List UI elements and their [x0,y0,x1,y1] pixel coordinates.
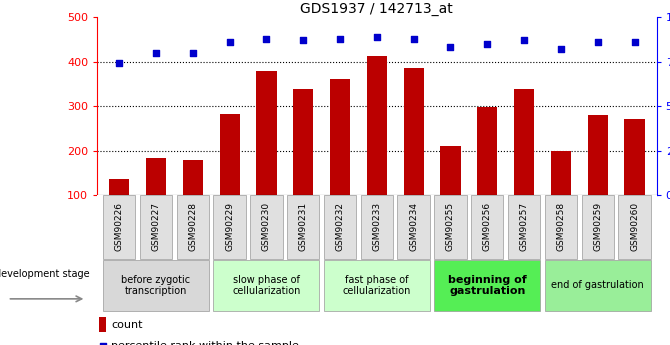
Bar [545,195,577,259]
Text: before zygotic
transcription: before zygotic transcription [121,275,190,296]
Bar [588,115,608,239]
Bar [330,79,350,239]
Text: end of gastrulation: end of gastrulation [551,280,644,290]
Bar [477,107,497,239]
Text: GSM90231: GSM90231 [299,202,308,252]
Text: GSM90256: GSM90256 [483,202,492,252]
Bar [440,146,460,239]
Bar [293,89,314,239]
Point [224,39,235,45]
Bar [324,260,430,311]
Point [629,39,640,45]
Text: fast phase of
cellularization: fast phase of cellularization [342,275,411,296]
Bar [624,119,645,239]
Point [408,36,419,41]
Text: GSM90229: GSM90229 [225,202,234,252]
Point [114,61,125,66]
Bar [324,195,356,259]
Bar [551,150,571,239]
Bar [109,179,129,239]
Text: count: count [111,320,143,330]
Bar [287,195,320,259]
Bar [140,195,172,259]
Bar [103,260,209,311]
Text: GSM90228: GSM90228 [188,202,198,252]
Point [555,47,566,52]
Bar [214,260,320,311]
Point [482,41,492,47]
Point [97,343,108,345]
Point [445,45,456,50]
Text: GSM90227: GSM90227 [151,202,161,252]
Text: GSM90258: GSM90258 [556,202,565,252]
Bar [514,89,534,239]
Bar [618,195,651,259]
Bar [177,195,209,259]
Text: GSM90226: GSM90226 [115,202,124,252]
Bar [434,195,467,259]
Text: beginning of
gastrulation: beginning of gastrulation [448,275,527,296]
Bar [403,68,424,239]
Point [151,50,161,56]
Point [519,38,529,43]
Bar [471,195,503,259]
Text: development stage: development stage [0,269,90,279]
Bar [251,195,283,259]
Bar [257,71,277,239]
Title: GDS1937 / 142713_at: GDS1937 / 142713_at [301,2,453,16]
Point [592,39,603,45]
Bar [360,195,393,259]
Bar [397,195,430,259]
Bar [220,114,240,239]
Text: slow phase of
cellularization: slow phase of cellularization [232,275,301,296]
Text: GSM90257: GSM90257 [520,202,529,252]
Bar [183,160,203,239]
Bar [99,317,107,333]
Text: GSM90259: GSM90259 [593,202,602,252]
Text: GSM90232: GSM90232 [336,202,344,252]
Bar [146,158,166,239]
Text: GSM90233: GSM90233 [373,202,381,252]
Text: GSM90255: GSM90255 [446,202,455,252]
Point [335,36,346,41]
Bar [103,195,135,259]
Point [298,38,309,43]
Bar [508,195,540,259]
Text: GSM90260: GSM90260 [630,202,639,252]
Bar [434,260,540,311]
Point [371,34,382,40]
Point [261,36,272,41]
Text: percentile rank within the sample: percentile rank within the sample [111,341,299,345]
Bar [214,195,246,259]
Point [188,50,198,56]
Bar [545,260,651,311]
Text: GSM90234: GSM90234 [409,202,418,252]
Bar [366,56,387,239]
Text: GSM90230: GSM90230 [262,202,271,252]
Bar [582,195,614,259]
